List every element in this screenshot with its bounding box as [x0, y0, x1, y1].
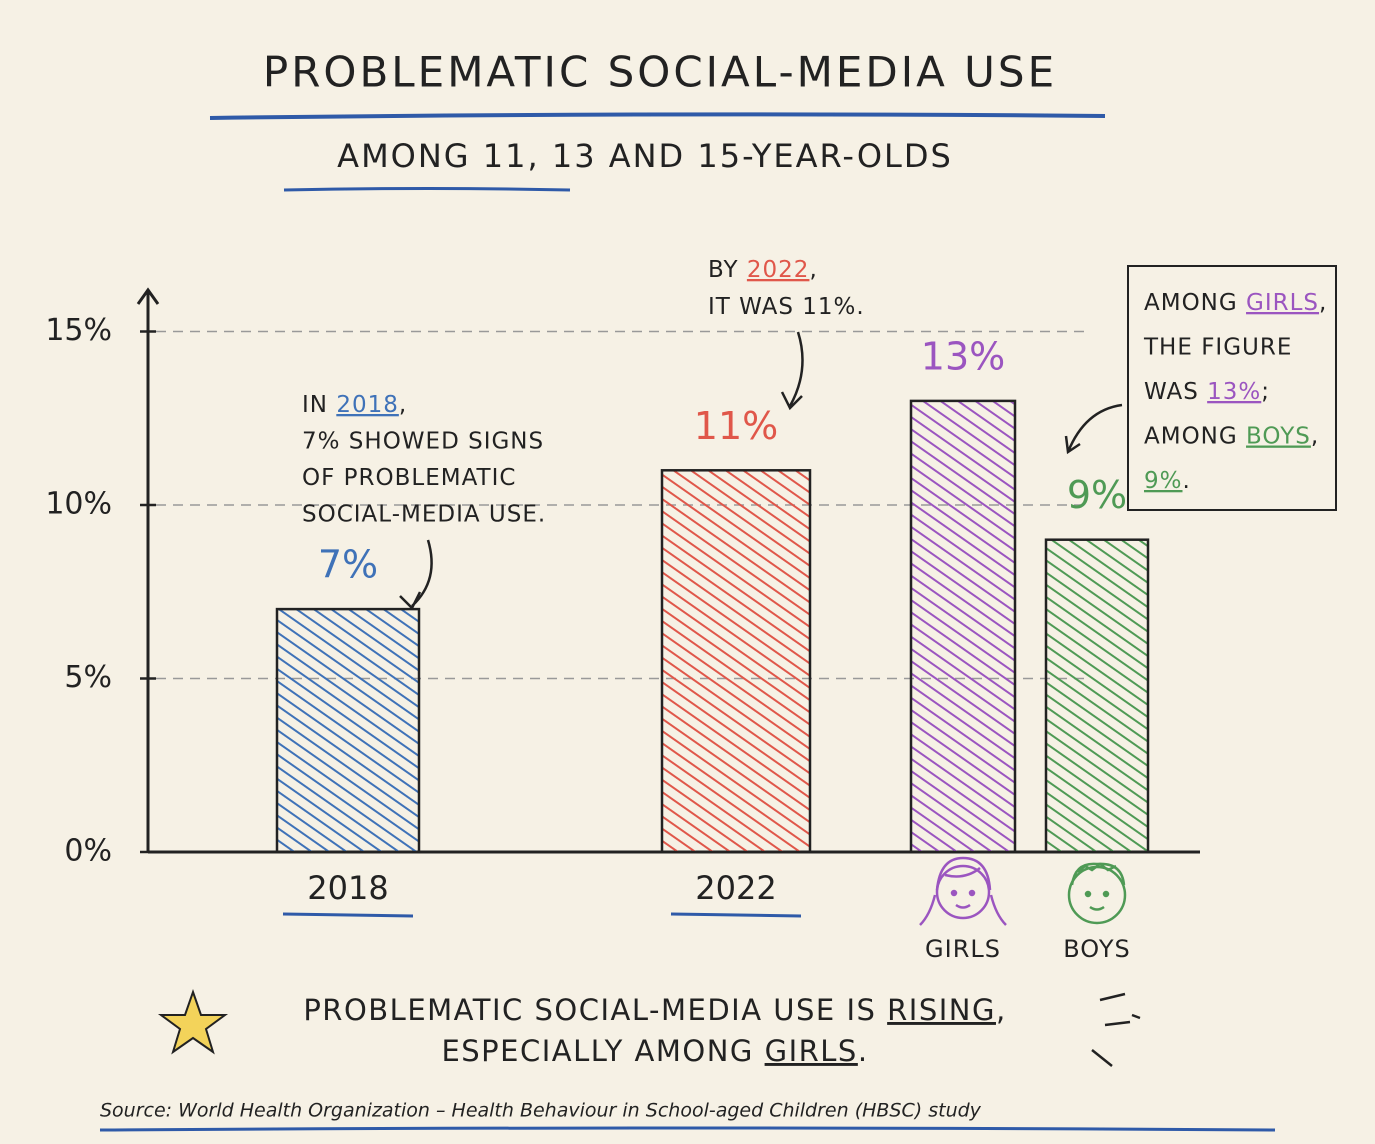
annotation-text: 9% — [1144, 468, 1183, 494]
takeaway-text: GIRLS — [765, 1034, 858, 1068]
title-underline — [209, 112, 1106, 120]
arrow — [399, 539, 433, 611]
annotation-text: AMONG — [1144, 290, 1246, 316]
bar — [1044, 538, 1150, 854]
annotation-line: 7% SHOWED SIGNS — [302, 428, 544, 454]
x-tick-label: GIRLS — [925, 935, 1001, 963]
annotation-line: 9%. — [1144, 468, 1191, 494]
annotation-text: GIRLS — [1246, 290, 1319, 316]
annotation-text: AMONG — [1144, 423, 1246, 449]
annotation-text: IT WAS 11%. — [708, 294, 865, 320]
annotation-text: BOYS — [1246, 423, 1311, 449]
x-label-underline — [282, 912, 414, 918]
x-label-underline — [670, 912, 802, 918]
annotation-text: , — [1311, 423, 1319, 449]
boy-icon — [1067, 862, 1127, 925]
chart-subtitle: AMONG 11, 13 AND 15-YEAR-OLDS — [337, 137, 953, 175]
annotation-box — [1127, 265, 1337, 511]
annotation-text: , — [399, 392, 407, 418]
annotation-line: AMONG BOYS, — [1144, 423, 1319, 449]
annotation-text: , — [1319, 290, 1327, 316]
annotation-text: 2022 — [747, 257, 810, 283]
value-label: 11% — [694, 404, 778, 448]
takeaway-line: ESPECIALLY AMONG GIRLS. — [441, 1034, 868, 1068]
value-label: 7% — [318, 543, 378, 587]
annotation-line: OF PROBLEMATIC — [302, 465, 516, 491]
source-underline — [99, 1126, 1276, 1132]
annotation-text: SOCIAL-MEDIA USE. — [302, 501, 546, 527]
annotation-line: IT WAS 11%. — [708, 294, 865, 320]
arrow — [1064, 403, 1123, 455]
sparks — [1091, 992, 1141, 1067]
source: Source: World Health Organization – Heal… — [100, 1100, 982, 1122]
star-icon — [157, 988, 229, 1055]
annotation-line: AMONG GIRLS, — [1144, 290, 1327, 316]
y-tick-label: 5% — [64, 660, 112, 695]
takeaway-text: RISING — [887, 993, 996, 1027]
annotation-line: BY 2022, — [708, 257, 818, 283]
annotation-text: IN — [302, 392, 336, 418]
annotation-line: IN 2018, — [302, 392, 407, 418]
bar — [909, 399, 1017, 854]
x-tick-label: BOYS — [1063, 935, 1131, 963]
annotation-line: THE FIGURE — [1143, 334, 1292, 360]
girl-icon — [919, 856, 1007, 926]
annotation-text: ; — [1261, 379, 1270, 405]
annotation-text: 13% — [1207, 379, 1261, 405]
takeaway-text: , — [996, 993, 1007, 1027]
takeaway: PROBLEMATIC SOCIAL-MEDIA USE IS RISING, E… — [303, 993, 1006, 1068]
y-tick-label: 10% — [45, 487, 112, 522]
chart-title: PROBLEMATIC SOCIAL-MEDIA USE — [263, 48, 1057, 97]
annotation-text: WAS — [1144, 379, 1207, 405]
x-tick-label: 2018 — [307, 869, 388, 907]
annotation-text: 7% SHOWED SIGNS — [302, 428, 544, 454]
annotation-text: OF PROBLEMATIC — [302, 465, 516, 491]
value-label: 13% — [921, 334, 1005, 378]
y-tick-label: 0% — [64, 834, 112, 869]
subtitle-underline — [283, 187, 571, 192]
value-label: 9% — [1067, 473, 1127, 517]
annotation-text: . — [1183, 468, 1191, 494]
annotation-text: THE FIGURE — [1143, 334, 1292, 360]
arrow — [780, 331, 804, 411]
annotation-text: 2018 — [336, 392, 399, 418]
y-axis-arrow — [136, 287, 160, 305]
annotation-text: , — [809, 257, 817, 283]
annotation-text: BY — [708, 257, 747, 283]
y-tick-label: 15% — [45, 313, 112, 348]
bar — [660, 469, 812, 854]
annotation-line: WAS 13%; — [1144, 379, 1270, 405]
bar — [275, 607, 421, 854]
takeaway-text: ESPECIALLY AMONG — [441, 1034, 764, 1068]
takeaway-line: PROBLEMATIC SOCIAL-MEDIA USE IS RISING, — [303, 993, 1006, 1027]
takeaway-text: . — [858, 1034, 869, 1068]
annotation-line: SOCIAL-MEDIA USE. — [302, 501, 546, 527]
x-tick-label: 2022 — [695, 869, 776, 907]
takeaway-text: PROBLEMATIC SOCIAL-MEDIA USE IS — [303, 993, 887, 1027]
